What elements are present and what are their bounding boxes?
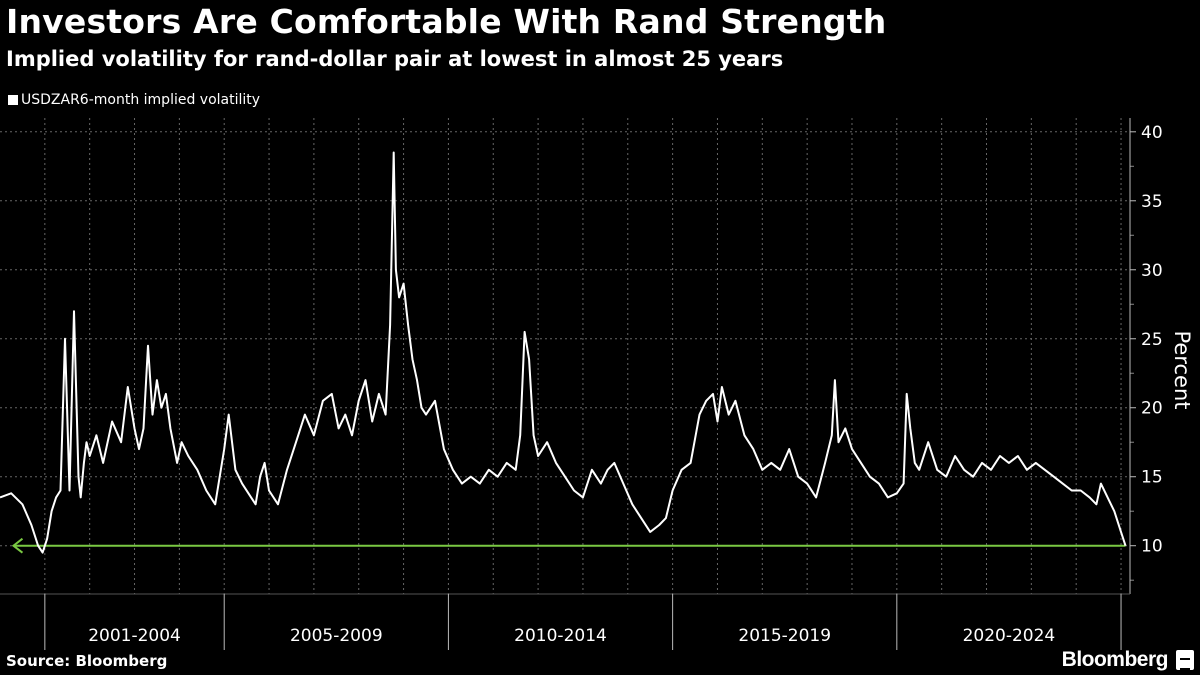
y-tick-label: 35 [1141, 192, 1163, 212]
period-label: 2020-2024 [963, 626, 1056, 646]
bloomberg-logo: Bloomberg [1061, 648, 1169, 671]
period-label: 2015-2019 [738, 626, 831, 646]
y-tick-label: 30 [1141, 261, 1163, 281]
period-label: 2001-2004 [88, 626, 181, 646]
y-axis: 10 15 20 25 30 35 40 [1129, 118, 1163, 594]
bloomberg-badge-icon [1176, 650, 1194, 670]
y-tick-label: 15 [1141, 468, 1163, 488]
source-note: Source: Bloomberg [6, 652, 168, 670]
legend: USDZAR6-month implied volatility [8, 92, 260, 108]
y-tick-label: 25 [1141, 330, 1163, 350]
legend-swatch [8, 95, 18, 105]
annotation-layer [11, 537, 1126, 554]
y-tick-label: 10 [1141, 537, 1163, 557]
chart-title: Investors Are Comfortable With Rand Stre… [6, 2, 887, 41]
y-tick-label: 40 [1141, 123, 1163, 143]
y-axis-label: Percent [1170, 330, 1194, 409]
series-layer [0, 151, 1127, 554]
grid [0, 118, 1130, 594]
series-line [0, 151, 1127, 554]
chart-subtitle: Implied volatility for rand-dollar pair … [6, 47, 784, 71]
arrow-head-icon [11, 537, 24, 554]
period-label: 2010-2014 [514, 626, 607, 646]
period-label: 2005-2009 [290, 626, 383, 646]
y-tick-label: 20 [1141, 399, 1163, 419]
x-axis: 2001-2004 2005-2009 2010-2014 2015-2019 2020… [0, 593, 1130, 650]
legend-label: USDZAR6-month implied volatility [21, 92, 261, 108]
